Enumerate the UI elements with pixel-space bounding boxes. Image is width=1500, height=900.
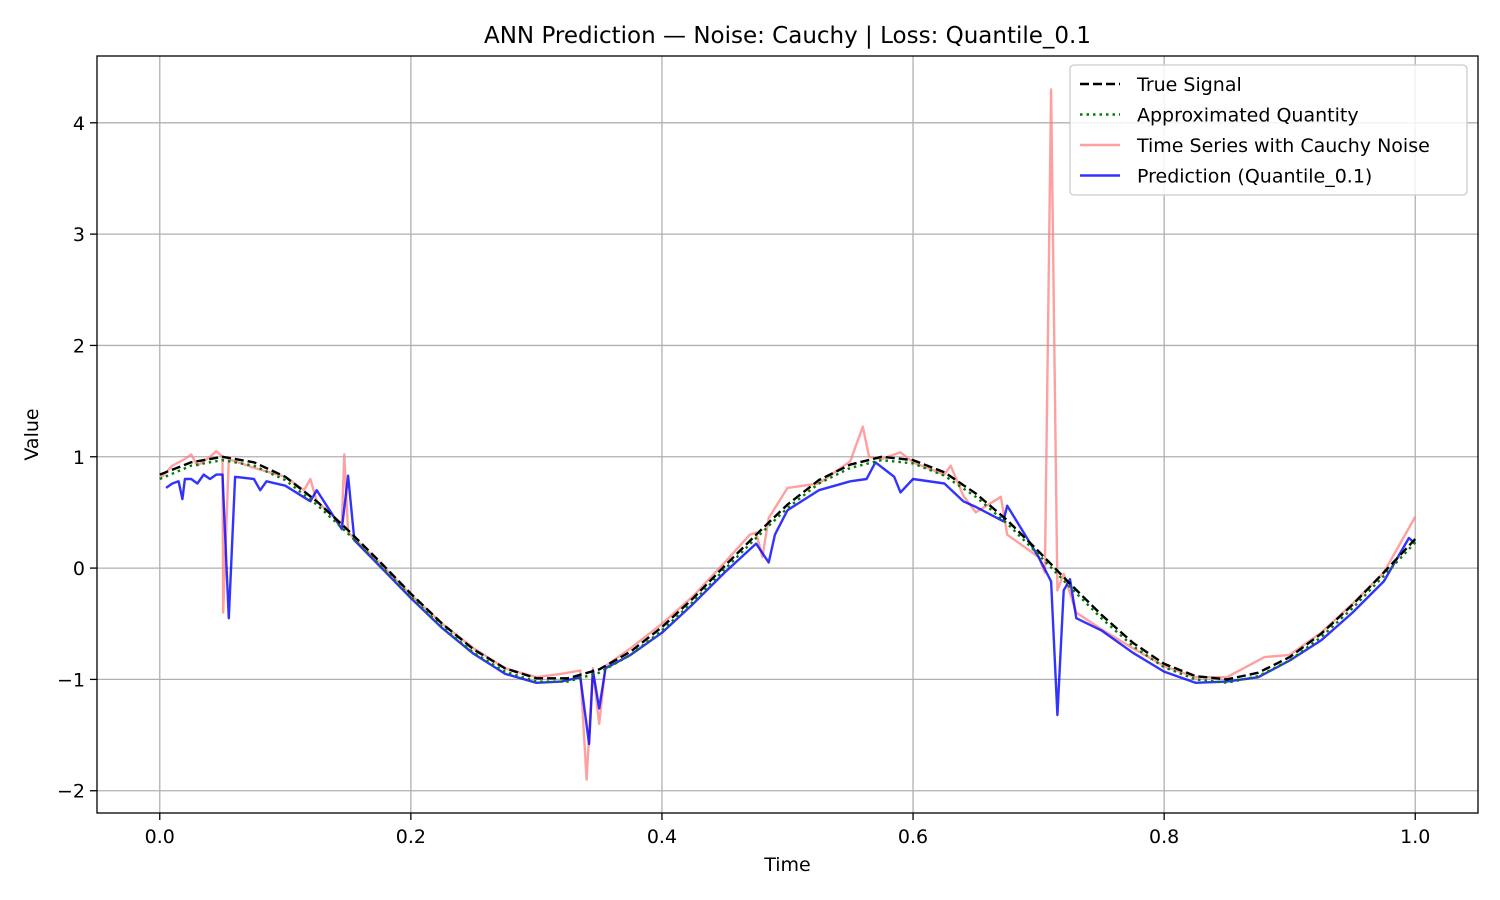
plot-frame [96,55,1479,814]
y-tick-label: −2 [57,781,85,803]
series-layer [158,88,1417,781]
chart-title: ANN Prediction — Noise: Cauchy | Loss: Q… [484,23,1091,49]
series-line-time-series-with-cauchy-noise [158,88,1417,781]
legend-label-true-signal: True Signal [1136,74,1242,96]
y-tick-label: 2 [73,335,85,357]
ticks: 0.0 0.2 0.4 0.6 0.8 1.0 −2 −1 0 1 2 3 4 [57,113,1430,848]
y-tick-label: 1 [73,447,85,469]
y-axis-label: Value [21,408,43,460]
x-tick-label: 0.0 [145,826,175,848]
series-line-approximated-quantity [159,458,1417,684]
series-line-prediction-quantile-0-1 [165,461,1416,746]
y-tick-label: −1 [57,669,85,691]
x-tick-label: 0.8 [1149,826,1179,848]
x-tick-label: 0.6 [898,826,928,848]
x-tick-label: 1.0 [1400,826,1430,848]
x-tick-label: 0.2 [396,826,426,848]
y-tick-label: 3 [73,224,85,246]
x-axis-label: Time [763,854,811,876]
legend-label-approximated-quantity: Approximated Quantity [1137,105,1359,127]
legend-box [1069,64,1468,196]
y-tick-label: 0 [73,558,85,580]
legend: True Signal Approximated Quantity Time Ser… [1069,64,1468,196]
grid [97,56,1478,813]
legend-label-prediction-quantile-0-1: Prediction (Quantile_0.1) [1137,166,1372,188]
y-tick-label: 4 [73,113,85,135]
series-line-true-signal [159,455,1417,681]
legend-label-time-series-with-cauchy-noise: Time Series with Cauchy Noise [1136,135,1430,157]
x-tick-label: 0.4 [647,826,677,848]
